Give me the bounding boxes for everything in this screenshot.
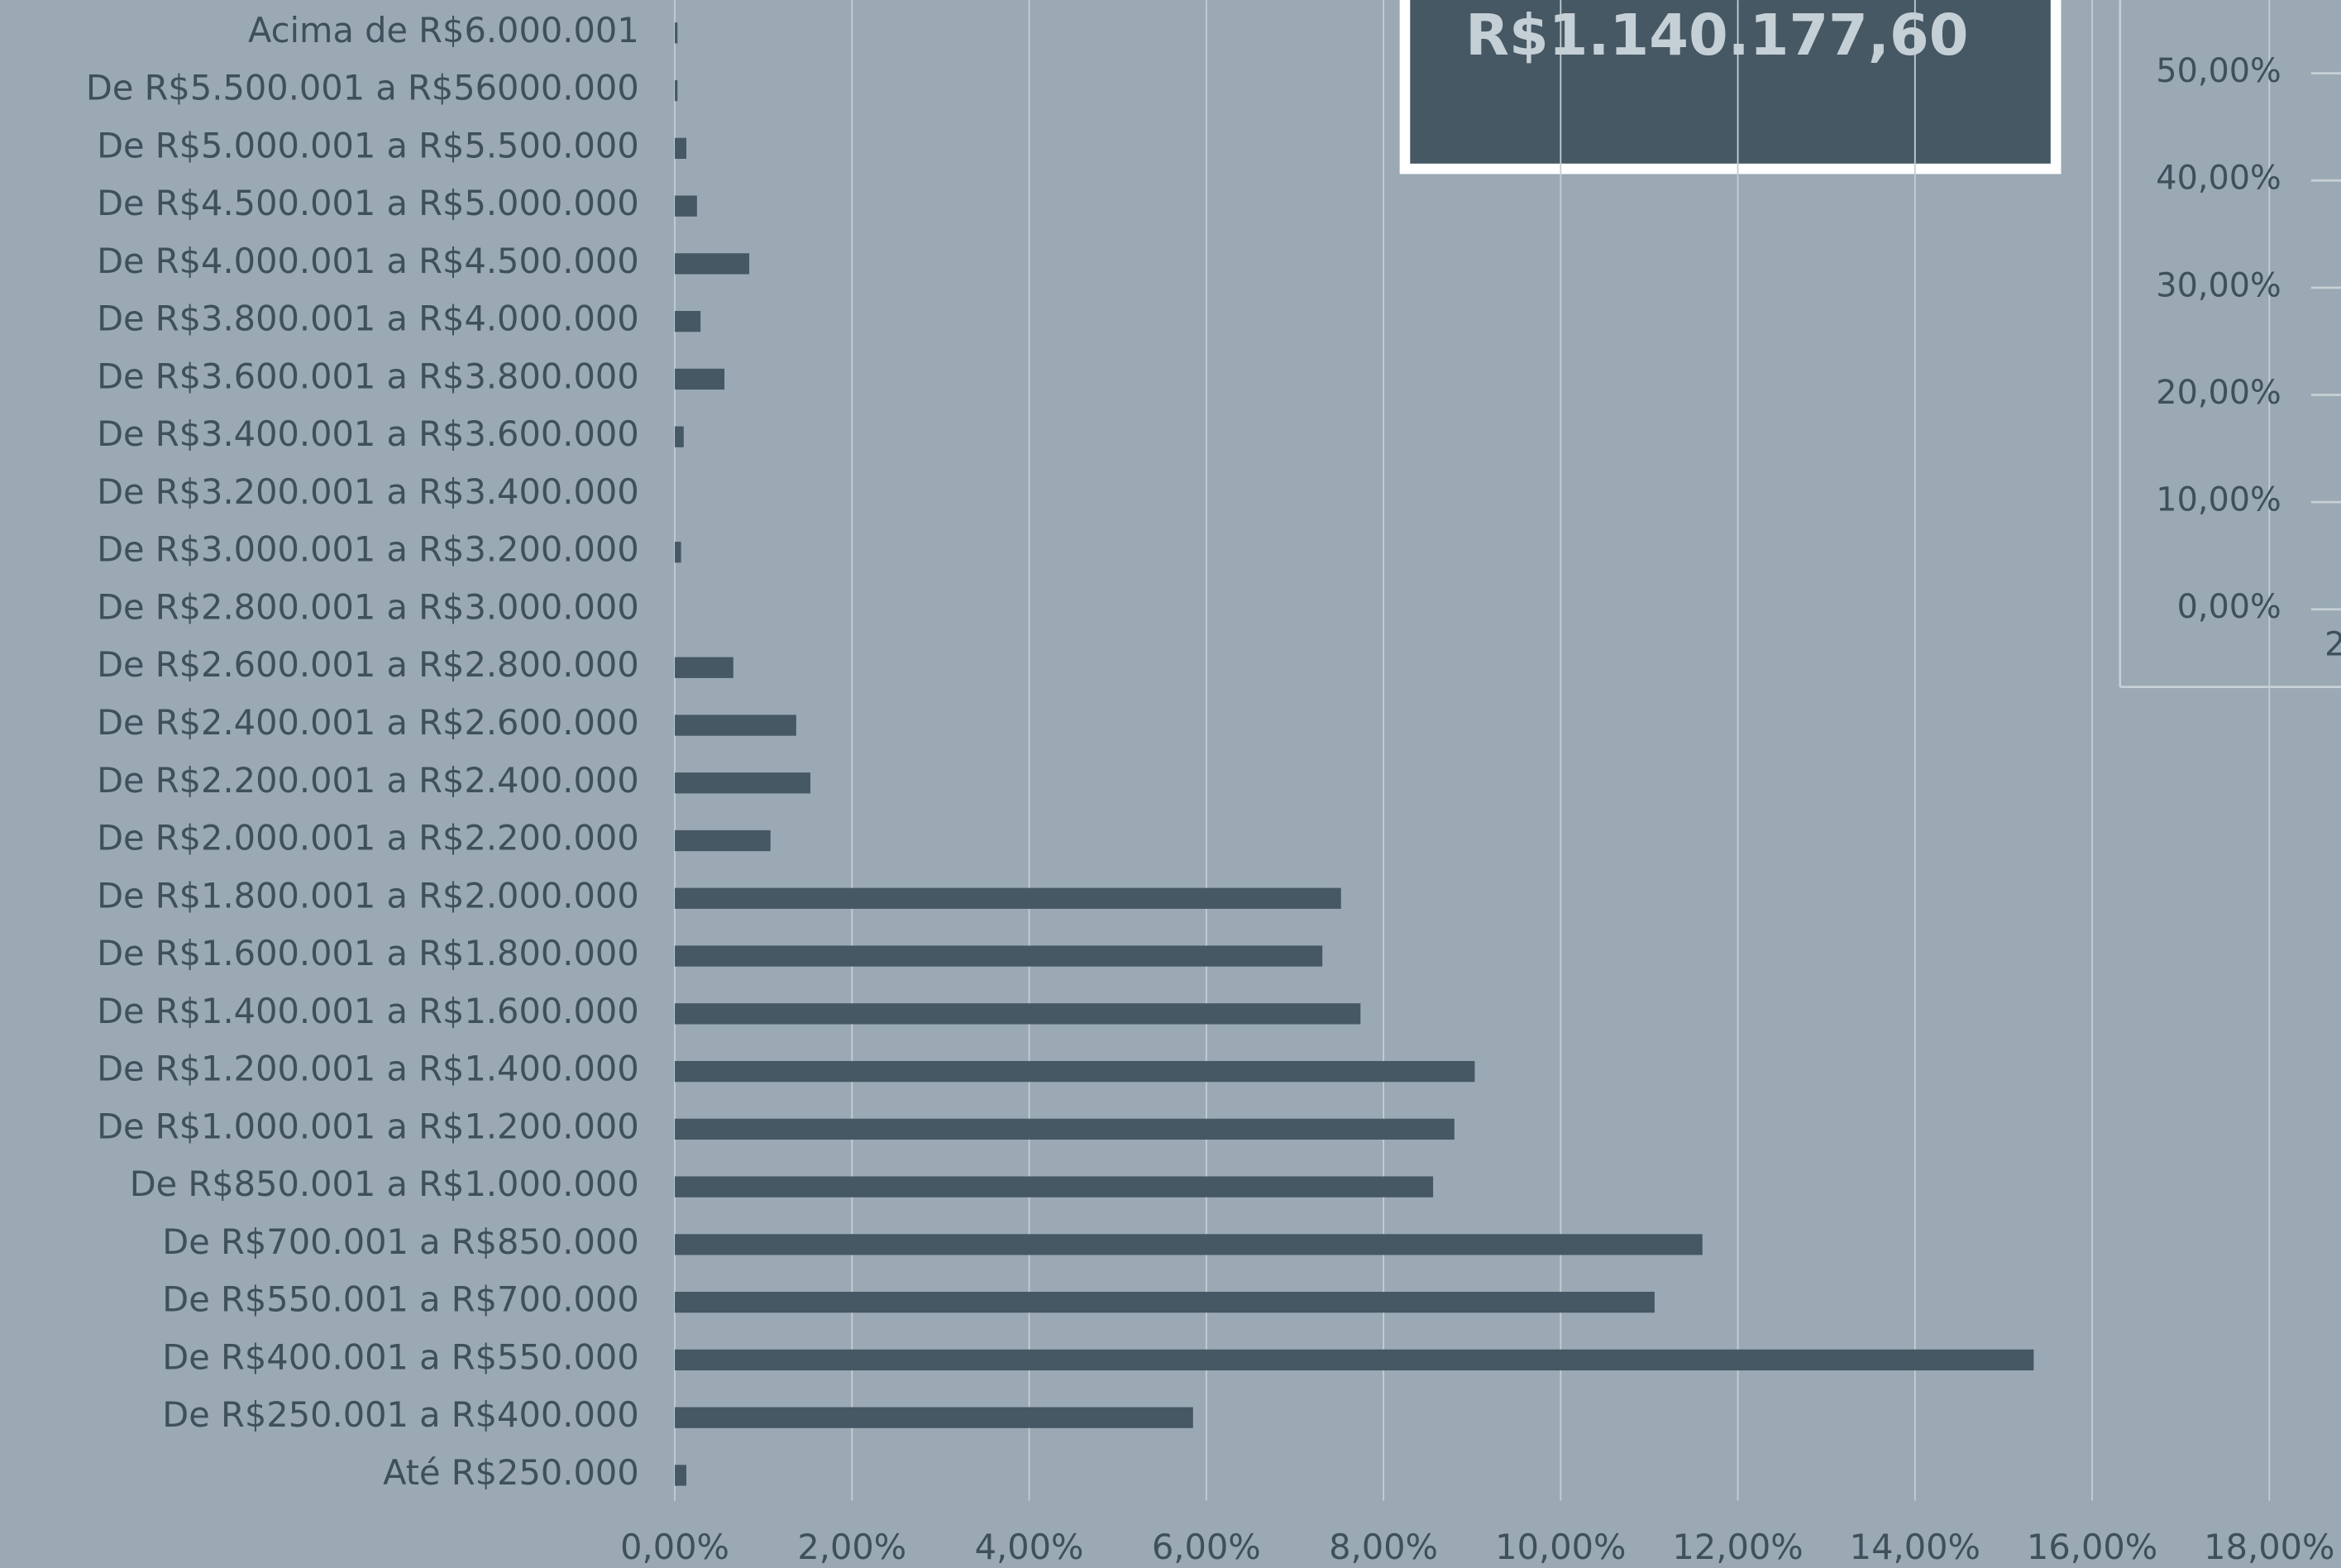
highlight-box (1399, 0, 2062, 174)
y-tick-label: De R$850.001 a R$1.000.000 (130, 1164, 639, 1204)
x-tick-label: 2,00% (797, 1527, 906, 1567)
y-tick-label: 10,00% (2156, 481, 2281, 519)
y-tick-label: 40,00% (2156, 160, 2281, 198)
y-tick-label: De R$3.400.001 a R$3.600.000 (97, 414, 639, 454)
y-tick-label: 30,00% (2156, 266, 2281, 304)
bar (675, 715, 796, 736)
bar (675, 542, 681, 563)
y-tick-label: De R$1.200.001 a R$1.400.000 (97, 1049, 639, 1089)
bar (675, 829, 771, 852)
bar (675, 945, 1323, 967)
y-tick-label: Até R$250.000 (383, 1452, 639, 1493)
bar (675, 1118, 1455, 1140)
y-tick-label: De R$400.001 a R$550.000 (162, 1336, 638, 1377)
y-tick-label: De R$5.500.001 a R$56000.000 (86, 68, 639, 108)
bar (675, 657, 733, 678)
x-tick-label: 2 (2324, 625, 2341, 663)
x-tick-label: 10,00% (1495, 1527, 1626, 1567)
bar (675, 1349, 2034, 1371)
y-tick-label: 20,00% (2156, 374, 2281, 412)
y-tick-label: De R$5.000.001 a R$5.500.000 (97, 125, 639, 165)
x-tick-label: 14,00% (1850, 1527, 1980, 1567)
bar (675, 195, 697, 217)
y-tick-label: De R$550.001 a R$700.000 (162, 1279, 638, 1320)
bar (675, 1060, 1475, 1083)
bar (675, 22, 678, 44)
bar (675, 1003, 1361, 1025)
y-tick-label: De R$3.800.001 a R$4.000.000 (97, 299, 639, 339)
bar (675, 426, 684, 447)
y-tick-label: De R$1.400.001 a R$1.600.000 (97, 991, 639, 1031)
bar (675, 1176, 1434, 1198)
bar (675, 368, 725, 390)
bar (675, 887, 1341, 909)
x-tick-label: 8,00% (1329, 1527, 1438, 1567)
bar (675, 79, 678, 102)
y-tick-label: De R$1.800.001 a R$2.000.000 (97, 875, 639, 915)
x-tick-label: 4,00% (975, 1527, 1084, 1567)
y-tick-label: De R$4.500.001 a R$5.000.000 (97, 183, 639, 223)
x-tick-label: 12,00% (1672, 1527, 1803, 1567)
y-tick-label: De R$250.001 a R$400.000 (162, 1394, 638, 1435)
y-tick-label: De R$700.001 a R$850.000 (162, 1221, 638, 1262)
highlight-value: R$1.140.177,60 (1465, 2, 1968, 69)
y-tick-label: De R$3.200.001 a R$3.400.000 (97, 471, 639, 512)
x-tick-label: 6,00% (1152, 1527, 1261, 1567)
bar (675, 1465, 687, 1486)
y-tick-label: De R$2.800.001 a R$3.000.000 (97, 586, 639, 627)
bar (675, 1292, 1655, 1313)
y-tick-label: De R$4.000.001 a R$4.500.000 (97, 241, 639, 281)
bar (675, 1407, 1193, 1428)
y-tick-label: De R$2.600.001 a R$2.800.000 (97, 644, 639, 685)
y-tick-label: De R$1.600.001 a R$1.800.000 (97, 933, 639, 973)
bar (675, 253, 750, 275)
y-tick-label: De R$2.400.001 a R$2.600.000 (97, 702, 639, 743)
bar (675, 137, 687, 160)
y-tick-label: 0,00% (2177, 588, 2281, 626)
y-tick-label: Acima de R$6.000.001 (248, 10, 639, 50)
bar (675, 1234, 1703, 1255)
bar (675, 311, 701, 332)
x-tick-label: 16,00% (2027, 1527, 2157, 1567)
x-tick-label: 18,00% (2204, 1527, 2334, 1567)
y-tick-label: De R$3.000.001 a R$3.200.000 (97, 529, 639, 570)
x-tick-label: 0,00% (620, 1527, 729, 1567)
bar (675, 772, 810, 794)
y-tick-label: De R$1.000.001 a R$1.200.000 (97, 1106, 639, 1146)
y-tick-label: 50,00% (2156, 52, 2281, 90)
y-tick-label: De R$3.600.001 a R$3.800.000 (97, 356, 639, 396)
y-tick-label: De R$2.200.001 a R$2.400.000 (97, 760, 639, 801)
y-tick-label: De R$2.000.001 a R$2.200.000 (97, 818, 639, 858)
